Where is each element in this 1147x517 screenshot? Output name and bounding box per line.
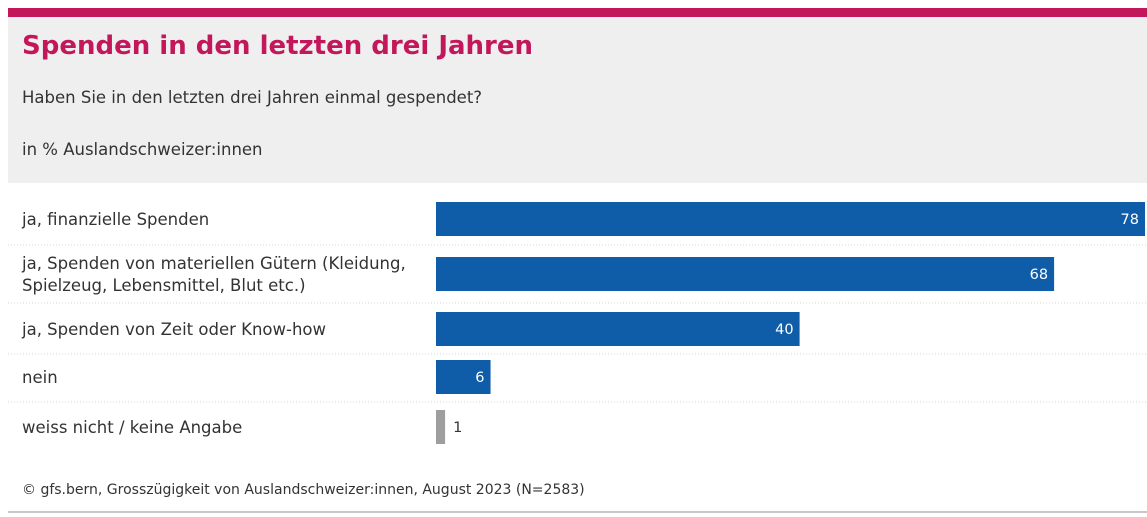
- category-label: ja, Spenden von Zeit oder Know-how: [21, 320, 326, 339]
- accent-bar: [8, 8, 1147, 17]
- value-label: 1: [453, 420, 462, 436]
- category-label: ja, Spenden von materiellen Gütern (Klei…: [21, 254, 406, 273]
- chart-header: [8, 17, 1147, 183]
- category-label: nein: [22, 368, 58, 387]
- bottom-divider: [8, 511, 1147, 513]
- chart-subtitle: Haben Sie in den letzten drei Jahren ein…: [22, 88, 483, 107]
- value-label: 40: [775, 322, 793, 338]
- value-label: 68: [1030, 267, 1048, 283]
- chart-title: Spenden in den letzten drei Jahren: [22, 31, 534, 61]
- value-label: 78: [1121, 212, 1139, 228]
- source-note: © gfs.bern, Grosszügigkeit von Auslandsc…: [22, 482, 585, 498]
- chart-unit: in % Auslandschweizer:innen: [22, 140, 263, 159]
- bar: [436, 410, 446, 444]
- bar: [436, 360, 491, 394]
- value-label: 6: [475, 370, 484, 386]
- category-label: weiss nicht / keine Angabe: [22, 418, 242, 437]
- bar: [436, 202, 1145, 236]
- bar: [436, 312, 800, 346]
- bar: [436, 257, 1055, 291]
- category-label: Spielzeug, Lebensmittel, Blut etc.): [22, 276, 306, 295]
- category-label: ja, finanzielle Spenden: [21, 210, 209, 229]
